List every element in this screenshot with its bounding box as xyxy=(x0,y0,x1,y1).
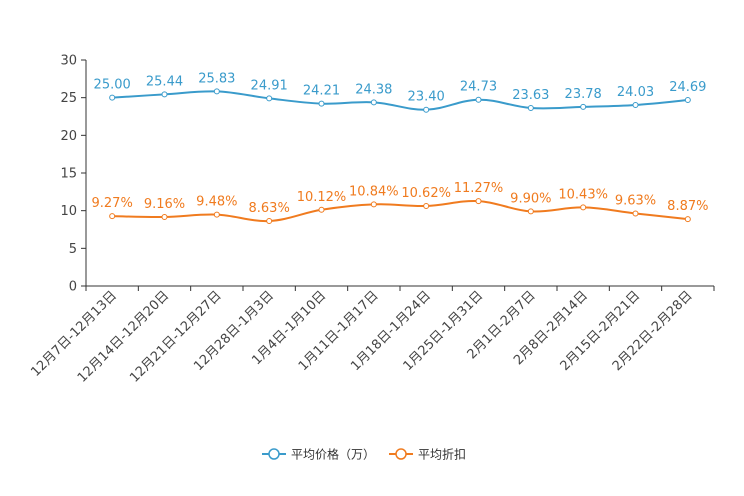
legend-label: 平均折扣 xyxy=(418,447,466,462)
x-tick-label: 12月7日-12月13日 xyxy=(28,288,120,380)
legend-marker-icon xyxy=(268,448,280,460)
y-tick-label: 15 xyxy=(60,167,77,182)
data-point xyxy=(684,216,691,223)
y-tick-label: 20 xyxy=(60,129,77,144)
data-label: 9.90% xyxy=(510,191,551,206)
legend-item-1: 平均价格（万） xyxy=(262,447,375,462)
data-label: 23.40 xyxy=(408,90,445,105)
data-label: 9.48% xyxy=(196,195,237,210)
data-point xyxy=(266,217,273,224)
data-label: 23.78 xyxy=(565,87,602,102)
data-point xyxy=(161,91,168,98)
y-tick-label: 30 xyxy=(60,54,77,69)
data-point xyxy=(527,104,534,111)
data-label: 24.38 xyxy=(355,82,392,97)
data-point xyxy=(423,202,430,209)
series-1: 25.00 25.44 25.83 24.91 24.21 24.38 23.40 24.73… xyxy=(94,71,706,113)
data-label: 24.91 xyxy=(251,78,288,93)
data-point xyxy=(632,101,639,108)
data-label: 24.73 xyxy=(460,80,497,95)
data-label: 10.84% xyxy=(349,184,399,199)
series-2: 9.27% 9.16% 9.48% 8.63% 10.12% 10.84% 10.62% 11… xyxy=(92,181,708,224)
data-label: 10.12% xyxy=(297,190,347,205)
data-point xyxy=(266,95,273,102)
y-tick-label: 25 xyxy=(60,91,77,106)
data-label: 8.63% xyxy=(249,201,290,216)
data-label: 10.62% xyxy=(401,186,451,201)
legend-item-2: 平均折扣 xyxy=(389,447,466,462)
data-point xyxy=(475,198,482,205)
data-point xyxy=(109,94,116,101)
data-point xyxy=(580,204,587,211)
data-point xyxy=(161,213,168,220)
data-point xyxy=(109,213,116,220)
data-label: 9.63% xyxy=(615,193,656,208)
x-tick-label: 12月21日-12月27日 xyxy=(127,288,224,385)
data-point xyxy=(684,97,691,104)
series-line xyxy=(112,90,688,111)
data-label: 23.63 xyxy=(512,88,549,103)
data-label: 25.00 xyxy=(94,78,131,93)
x-axis: 12月7日-12月13日12月14日-12月20日12月21日-12月27日12… xyxy=(28,285,715,386)
data-label: 24.69 xyxy=(669,80,706,95)
data-point xyxy=(580,103,587,110)
y-tick-label: 0 xyxy=(69,280,77,295)
data-point xyxy=(475,96,482,103)
legend-label: 平均价格（万） xyxy=(291,447,375,462)
legend-marker-icon xyxy=(395,448,407,460)
data-label: 10.43% xyxy=(558,187,608,202)
data-point xyxy=(318,206,325,213)
series-layer: 25.00 25.44 25.83 24.91 24.21 24.38 23.40 24.73… xyxy=(92,71,708,224)
data-label: 8.87% xyxy=(667,199,708,214)
y-tick-label: 5 xyxy=(69,242,77,257)
data-label: 24.03 xyxy=(617,85,654,100)
y-axis: 0 5 10 15 20 25 30 xyxy=(60,54,87,295)
data-label: 25.83 xyxy=(198,71,235,86)
data-label: 24.21 xyxy=(303,84,340,99)
data-point xyxy=(370,99,377,106)
x-tick-label: 12月14日-12月20日 xyxy=(75,288,172,385)
data-point xyxy=(213,211,220,218)
data-point xyxy=(213,88,220,95)
data-point xyxy=(370,201,377,208)
data-label: 9.16% xyxy=(144,197,185,212)
series-line xyxy=(112,200,688,222)
data-point xyxy=(527,208,534,215)
data-label: 11.27% xyxy=(454,181,504,196)
data-point xyxy=(318,100,325,107)
data-label: 25.44 xyxy=(146,74,183,89)
legend: 平均价格（万） 平均折扣 xyxy=(262,447,466,462)
data-label: 9.27% xyxy=(92,196,133,211)
y-tick-label: 10 xyxy=(60,204,77,219)
data-point xyxy=(632,210,639,217)
data-point xyxy=(423,106,430,113)
